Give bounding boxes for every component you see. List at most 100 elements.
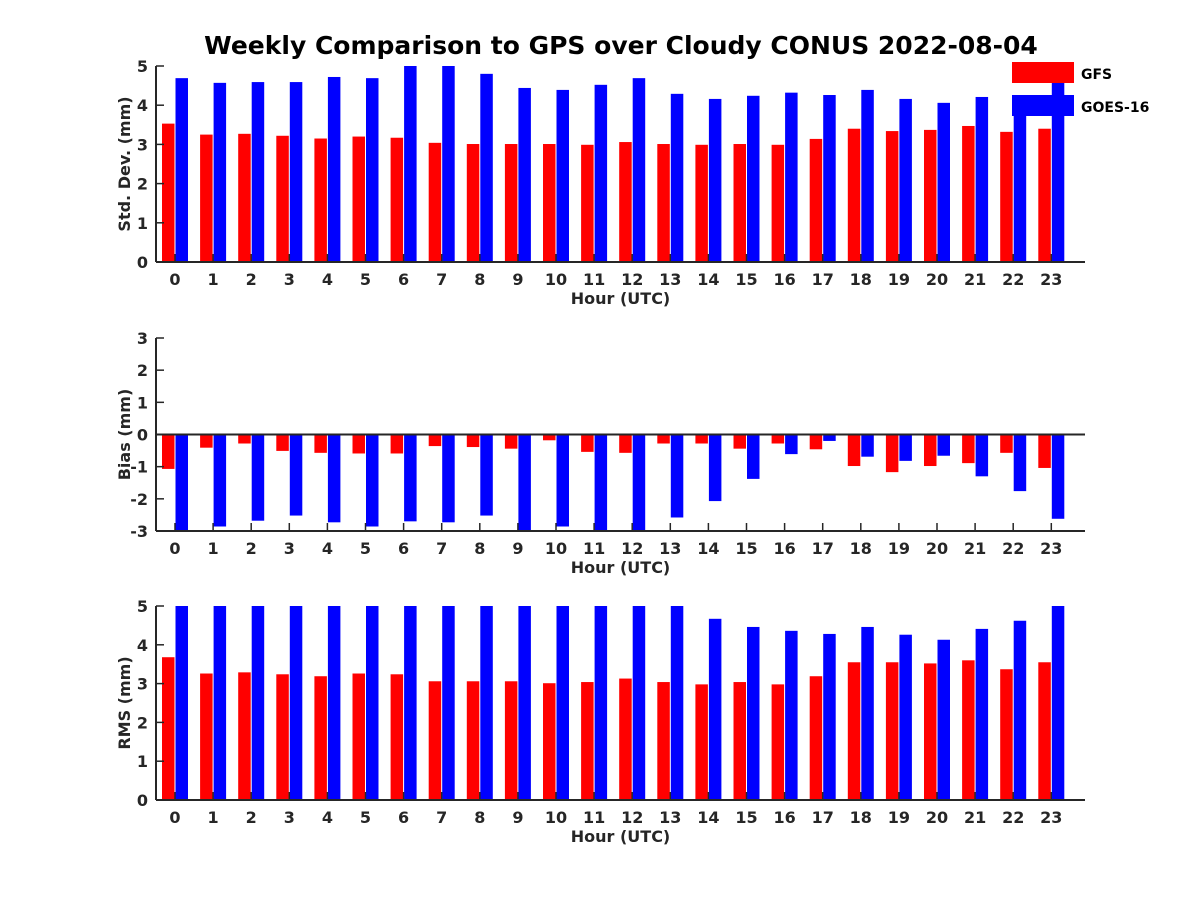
x-tick-label: 8 xyxy=(474,539,485,558)
x-tick-label: 3 xyxy=(284,270,295,289)
x-tick-label: 2 xyxy=(246,270,257,289)
bar-gfs-8 xyxy=(466,681,480,800)
bar-goes16-2 xyxy=(251,434,265,521)
bar-gfs-11 xyxy=(581,434,594,452)
x-tick-label: 22 xyxy=(1002,270,1024,289)
y-axis-label: RMS (mm) xyxy=(115,656,134,749)
legend: GFS GOES-16 xyxy=(1012,62,1149,116)
y-tick-label: 5 xyxy=(137,597,148,616)
bar-gfs-13 xyxy=(657,682,670,800)
bar-goes16-8 xyxy=(480,73,493,262)
legend-swatch-gfs xyxy=(1012,62,1074,83)
x-tick-label: 19 xyxy=(888,808,910,827)
bar-gfs-17 xyxy=(809,434,823,450)
x-tick-label: 23 xyxy=(1040,808,1062,827)
x-tick-label: 9 xyxy=(512,539,523,558)
bar-gfs-0 xyxy=(162,123,175,263)
x-tick-label: 19 xyxy=(888,539,910,558)
x-tick-label: 4 xyxy=(322,808,333,827)
x-tick-label: 8 xyxy=(474,808,485,827)
bar-gfs-15 xyxy=(733,682,746,800)
bar-gfs-18 xyxy=(847,128,861,262)
x-tick-label: 2 xyxy=(246,808,257,827)
bar-gfs-20 xyxy=(924,663,937,800)
x-tick-label: 0 xyxy=(169,270,180,289)
bar-gfs-3 xyxy=(276,135,289,262)
y-tick-label: 2 xyxy=(137,713,148,732)
bar-gfs-11 xyxy=(581,144,594,262)
bar-goes16-19 xyxy=(899,634,912,800)
bar-gfs-19 xyxy=(885,434,899,473)
bar-gfs-1 xyxy=(200,134,213,262)
x-tick-label: 16 xyxy=(773,808,795,827)
bar-goes16-7 xyxy=(442,434,455,523)
bar-goes16-1 xyxy=(213,606,227,800)
bar-goes16-5 xyxy=(366,434,379,527)
bar-goes16-4 xyxy=(327,434,341,523)
bar-gfs-7 xyxy=(428,434,442,447)
bar-gfs-17 xyxy=(809,138,823,262)
legend-label-goes16: GOES-16 xyxy=(1081,100,1149,116)
x-tick-label: 9 xyxy=(512,270,523,289)
bar-goes16-3 xyxy=(289,606,303,800)
bar-goes16-16 xyxy=(785,434,798,455)
bar-goes16-14 xyxy=(708,434,722,502)
bar-gfs-1 xyxy=(200,434,213,448)
x-tick-label: 10 xyxy=(545,270,567,289)
x-tick-label: 21 xyxy=(964,808,986,827)
bar-gfs-22 xyxy=(1000,434,1013,453)
bar-goes16-16 xyxy=(785,92,798,262)
bar-goes16-0 xyxy=(175,606,188,800)
x-tick-label: 18 xyxy=(850,270,872,289)
bar-goes16-14 xyxy=(708,98,722,262)
bar-goes16-9 xyxy=(518,87,531,263)
bar-gfs-19 xyxy=(885,662,899,800)
bar-gfs-13 xyxy=(657,144,670,262)
legend-swatch-goes16 xyxy=(1012,95,1074,116)
bar-goes16-23 xyxy=(1051,80,1065,262)
x-tick-label: 10 xyxy=(545,808,567,827)
bar-gfs-0 xyxy=(162,434,175,469)
bar-goes16-22 xyxy=(1013,96,1027,262)
bar-gfs-12 xyxy=(619,434,632,453)
y-tick-label: 5 xyxy=(137,57,148,76)
x-tick-label: 9 xyxy=(512,808,523,827)
x-tick-label: 13 xyxy=(659,539,681,558)
bar-gfs-7 xyxy=(428,681,442,800)
bar-gfs-23 xyxy=(1038,128,1051,262)
bar-gfs-13 xyxy=(657,434,670,444)
x-tick-label: 6 xyxy=(398,270,409,289)
y-tick-label: 3 xyxy=(137,329,148,348)
x-tick-label: 8 xyxy=(474,270,485,289)
y-tick-label: -3 xyxy=(130,522,148,541)
bar-goes16-22 xyxy=(1013,620,1027,800)
legend-label-gfs: GFS xyxy=(1081,67,1112,83)
x-tick-label: 3 xyxy=(284,808,295,827)
x-tick-label: 0 xyxy=(169,808,180,827)
x-tick-label: 7 xyxy=(436,539,447,558)
y-tick-label: -1 xyxy=(130,458,148,477)
x-tick-label: 23 xyxy=(1040,539,1062,558)
bar-gfs-22 xyxy=(1000,131,1013,262)
x-tick-label: 2 xyxy=(246,539,257,558)
bar-goes16-2 xyxy=(251,82,265,263)
x-tick-label: 6 xyxy=(398,539,409,558)
bar-gfs-5 xyxy=(352,136,365,262)
y-tick-label: -2 xyxy=(130,490,148,509)
x-tick-label: 14 xyxy=(697,270,719,289)
x-axis-label: Hour (UTC) xyxy=(571,827,671,846)
x-tick-label: 19 xyxy=(888,270,910,289)
x-tick-label: 15 xyxy=(735,808,757,827)
bar-goes16-1 xyxy=(213,82,227,262)
x-tick-label: 18 xyxy=(850,539,872,558)
x-tick-label: 10 xyxy=(545,539,567,558)
bar-goes16-11 xyxy=(594,84,608,262)
bar-goes16-10 xyxy=(556,434,569,527)
bar-gfs-10 xyxy=(543,434,556,441)
y-tick-label: 0 xyxy=(137,791,148,810)
bar-goes16-7 xyxy=(442,66,455,262)
bar-goes16-10 xyxy=(556,606,569,800)
